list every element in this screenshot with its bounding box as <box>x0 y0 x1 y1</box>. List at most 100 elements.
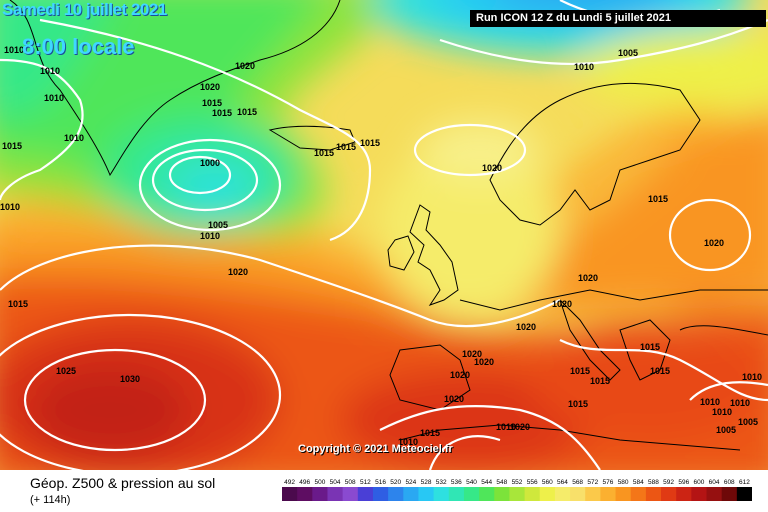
isobar-label: 1015 <box>590 376 610 386</box>
isobar-label: 1020 <box>510 422 530 432</box>
geopotential-field <box>0 0 768 470</box>
legend-swatch <box>539 487 556 501</box>
legend-swatch <box>403 487 419 501</box>
legend-value: 612 <box>739 479 750 486</box>
legend-swatch <box>676 487 692 501</box>
legend-value: 564 <box>557 479 568 486</box>
isobar-label: 1015 <box>360 138 380 148</box>
legend-value: 544 <box>481 479 492 486</box>
isobar-label: 1020 <box>516 322 536 332</box>
legend-swatch <box>615 487 632 501</box>
color-legend: 492 496 500 504 508 512 516 520 524 528 532 536 540 5… <box>282 479 752 501</box>
legend-value: 580 <box>618 479 629 486</box>
legend-swatch <box>312 487 328 501</box>
legend-value: 604 <box>709 479 720 486</box>
legend-value: 540 <box>466 479 477 486</box>
legend-value: 596 <box>678 479 689 486</box>
isobar-label: 1000 <box>200 158 220 168</box>
isobar-label: 1025 <box>56 366 76 376</box>
legend-value: 508 <box>345 479 356 486</box>
isobar-label: 1020 <box>552 299 572 309</box>
legend-value: 592 <box>663 479 674 486</box>
legend-swatch <box>463 487 480 501</box>
legend-swatch <box>691 487 708 501</box>
legend-swatch <box>706 487 723 501</box>
legend-swatch <box>570 487 586 501</box>
isobar-label: 1015 <box>212 108 232 118</box>
isobar-label: 1020 <box>578 273 598 283</box>
isobar-label: 1015 <box>420 428 440 438</box>
legend-swatch <box>479 487 495 501</box>
legend-value: 608 <box>724 479 735 486</box>
legend-value: 500 <box>314 479 325 486</box>
isobar-labels: 1010101010101010101510101015102510301020… <box>0 10 762 447</box>
legend-value: 512 <box>360 479 371 486</box>
legend-value: 556 <box>527 479 538 486</box>
forecast-date: Samedi 10 juillet 2021 <box>2 0 167 19</box>
legend-value: 520 <box>390 479 401 486</box>
isobar-label: 1010 <box>700 397 720 407</box>
legend-swatch <box>282 487 298 501</box>
isobar-label: 1015 <box>336 142 356 152</box>
legend-swatch <box>721 487 738 501</box>
isobar-label: 1020 <box>482 163 502 173</box>
isobar-label: 1020 <box>235 61 255 71</box>
legend-swatch <box>297 487 313 501</box>
isobar-label: 1015 <box>648 194 668 204</box>
isobar-label: 1015 <box>237 107 257 117</box>
legend-value: 524 <box>405 479 416 486</box>
isobar-label: 1015 <box>570 366 590 376</box>
isobar-label: 1010 <box>730 398 750 408</box>
isobar-label: 1015 <box>202 98 222 108</box>
legend-swatch <box>630 487 647 501</box>
isobar-label: 1020 <box>704 238 724 248</box>
legend-value: 492 <box>284 479 295 486</box>
legend-swatch <box>554 487 571 501</box>
legend-swatch <box>418 487 435 501</box>
legend-swatch <box>388 487 404 501</box>
isobar-label: 1015 <box>2 141 22 151</box>
isobar-label: 1010 <box>44 93 64 103</box>
isobar-label: 1015 <box>314 148 334 158</box>
legend-swatch <box>494 487 510 501</box>
legend-swatch <box>524 487 541 501</box>
legend-value: 548 <box>496 479 507 486</box>
isobar-label: 1015 <box>568 399 588 409</box>
isobar-label: 1010 <box>398 437 418 447</box>
isobar-label: 1010 <box>496 422 516 432</box>
isobar-label: 1020 <box>444 394 464 404</box>
isobar-label: 1020 <box>462 349 482 359</box>
legend-swatch <box>372 487 389 501</box>
legend-value: 516 <box>375 479 386 486</box>
legend-value: 572 <box>587 479 598 486</box>
isobar-label: 1020 <box>200 82 220 92</box>
weather-map: 1010101010101010101510101015102510301020… <box>0 0 768 470</box>
legend-value: 576 <box>603 479 614 486</box>
legend-value: 588 <box>648 479 659 486</box>
isobar-label: 1020 <box>474 357 494 367</box>
isobar-label: 1005 <box>716 425 736 435</box>
isobar-label: 1010 <box>742 372 762 382</box>
map-title: Géop. Z500 & pression au sol <box>30 475 216 491</box>
legend-value: 552 <box>512 479 523 486</box>
isobar-label: 1030 <box>120 374 140 384</box>
legend-swatch <box>736 487 752 501</box>
coastlines <box>9 0 768 451</box>
lead-time: (+ 114h) <box>30 494 71 506</box>
legend-value: 504 <box>330 479 341 486</box>
legend-swatch <box>357 487 374 501</box>
isobar-label: 1005 <box>738 417 758 427</box>
legend-value: 532 <box>436 479 447 486</box>
legend-swatch <box>585 487 601 501</box>
isobar-label: 1010 <box>4 45 24 55</box>
legend-swatch <box>509 487 526 501</box>
legend-value: 568 <box>572 479 583 486</box>
isobar-label: 1010 <box>712 407 732 417</box>
isobar-label: 1010 <box>64 133 84 143</box>
isobar-label: 1010 <box>200 231 220 241</box>
legend-swatch <box>342 487 359 501</box>
isobar-label: 1005 <box>618 48 638 58</box>
legend-swatch <box>327 487 344 501</box>
isobar-label: 1010 <box>40 66 60 76</box>
isobar-label: 1015 <box>640 342 660 352</box>
